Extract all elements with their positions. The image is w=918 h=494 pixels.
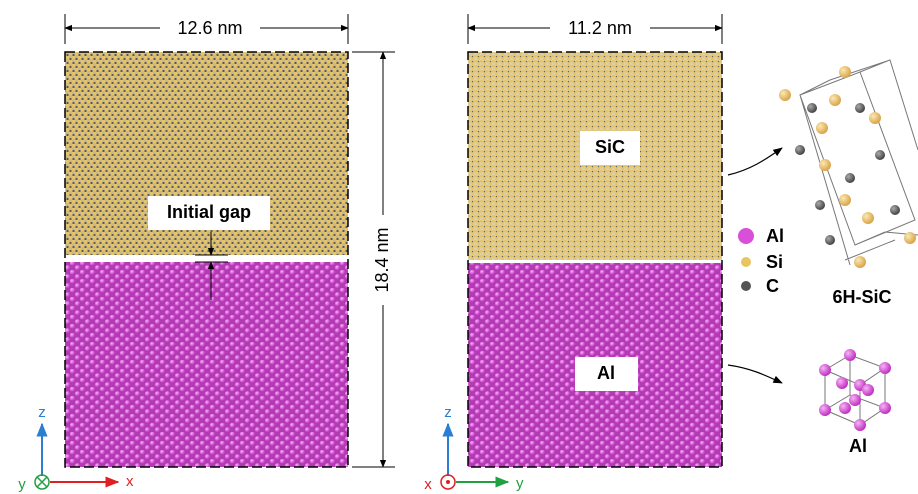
left-model: 12.6 nm 18.4 nm Initial gap — [65, 14, 396, 467]
width-label: 11.2 nm — [568, 18, 632, 38]
al-block — [65, 262, 348, 467]
legend-label: Si — [766, 252, 783, 272]
width-label: 12.6 nm — [177, 18, 242, 38]
height-label: 18.4 nm — [372, 227, 392, 292]
al-inset — [728, 349, 891, 431]
axis-label: y — [18, 476, 26, 493]
axis-label: z — [38, 404, 46, 421]
al-label: Al — [597, 363, 615, 383]
sic-inset — [728, 60, 918, 268]
sic-label: SiC — [595, 137, 625, 157]
inset-label: Al — [849, 436, 867, 456]
inset-label: 6H-SiC — [832, 287, 891, 307]
right-model: 11.2 nm SiC Al — [468, 14, 722, 467]
legend-swatch — [741, 281, 751, 291]
legend: Al Si C — [738, 226, 784, 296]
legend-swatch — [741, 257, 751, 267]
legend-label: C — [766, 276, 779, 296]
figure: 12.6 nm 18.4 nm Initial gap z x y 11.2 n… — [0, 0, 918, 494]
axis-label: z — [444, 404, 452, 421]
gap-label: Initial gap — [167, 202, 251, 222]
axis-label: x — [126, 473, 134, 490]
axis-label: x — [424, 476, 432, 493]
legend-swatch — [738, 228, 754, 244]
axis-label: y — [516, 475, 524, 492]
legend-label: Al — [766, 226, 784, 246]
